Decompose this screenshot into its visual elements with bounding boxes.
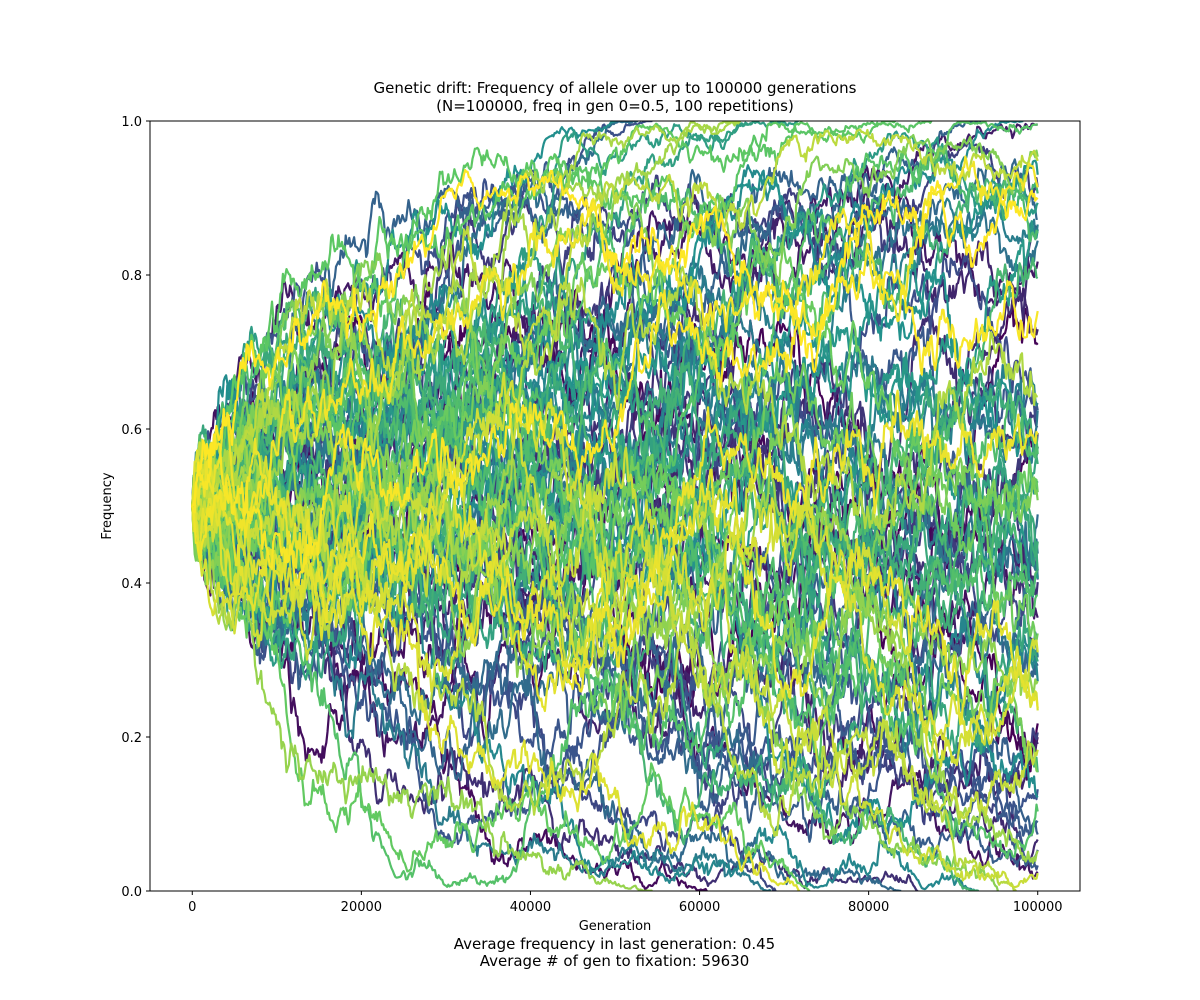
x-tick-label: 40000: [510, 900, 551, 915]
series-line: [191, 488, 811, 891]
series-line: [191, 337, 1039, 700]
x-tick-label: 0: [188, 900, 196, 915]
x-axis-label: Generation: [579, 919, 652, 934]
chart-title: Genetic drift: Frequency of allele over …: [373, 79, 857, 97]
y-axis-label: Frequency: [100, 472, 115, 539]
footer-average-frequency: Average frequency in last generation: 0.…: [453, 935, 776, 953]
series-line: [191, 389, 1039, 693]
x-tick-label: 100000: [1013, 900, 1063, 915]
series-line: [191, 121, 741, 563]
series-line: [191, 242, 1039, 586]
y-tick-label: 0.8: [121, 269, 142, 284]
series-line: [191, 424, 1039, 804]
series-line: [191, 121, 742, 508]
y-tick-label: 0.6: [121, 423, 142, 438]
series-line: [191, 395, 1039, 889]
series-line: [192, 265, 1038, 601]
chart-subtitle: (N=100000, freq in gen 0=0.5, 100 repeti…: [436, 97, 794, 115]
series-layer: [191, 121, 1039, 891]
footer-average-fixation: Average # of gen to fixation: 59630: [479, 952, 750, 970]
y-tick-label: 0.2: [121, 731, 142, 746]
x-tick-label: 60000: [679, 900, 720, 915]
y-tick-label: 0.0: [121, 885, 142, 900]
series-line: [192, 497, 653, 891]
series-line: [191, 155, 1039, 562]
series-line: [191, 169, 1039, 507]
x-tick-label: 20000: [341, 900, 382, 915]
series-line: [191, 449, 801, 891]
y-tick-label: 0.4: [121, 577, 142, 592]
plot-frame: [149, 120, 1081, 892]
x-tick-label: 80000: [848, 900, 889, 915]
series-line: [191, 468, 1039, 726]
series-line: [191, 410, 1039, 681]
x-axis: 0 20000 40000 60000 80000 100000: [188, 891, 1063, 915]
y-tick-label: 1.0: [121, 115, 142, 130]
y-axis: 0.0 0.2 0.4 0.6 0.8 1.0: [121, 115, 150, 900]
series-line: [191, 128, 1039, 507]
series-line: [191, 505, 1017, 891]
